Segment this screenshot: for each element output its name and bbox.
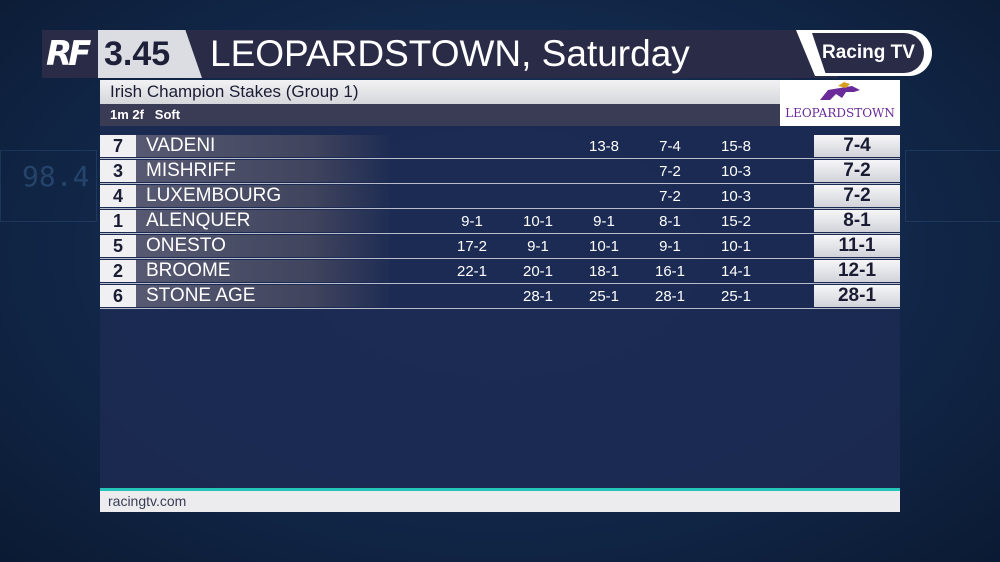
previous-price: 13-8 bbox=[588, 138, 620, 155]
previous-price bbox=[446, 284, 498, 308]
row-divider bbox=[100, 183, 900, 184]
saddle-cloth-number: 6 bbox=[100, 285, 136, 307]
saddle-cloth-number: 5 bbox=[100, 235, 136, 257]
previous-price bbox=[578, 159, 630, 183]
horse-name-background bbox=[136, 235, 390, 257]
previous-price: 10-1 bbox=[720, 238, 752, 255]
previous-price: 10-1 bbox=[588, 238, 620, 255]
race-title: LEOPARDSTOWN, Saturday bbox=[210, 33, 690, 74]
runner-row: 7 VADENI 13-8 7-4 15-8 7-4 bbox=[100, 134, 900, 158]
previous-price: 14-1 bbox=[720, 263, 752, 280]
previous-price: 17-2 bbox=[456, 238, 488, 255]
horse-name: BROOME bbox=[146, 260, 231, 281]
horse-name: ONESTO bbox=[146, 235, 226, 256]
saddle-cloth-number: 1 bbox=[100, 210, 136, 232]
conditions-bar bbox=[100, 104, 780, 126]
rf-logo: RF bbox=[46, 34, 91, 74]
footer-bar bbox=[100, 491, 900, 512]
previous-price: 16-1 bbox=[654, 263, 686, 280]
footer-accent-line bbox=[100, 488, 900, 491]
runner-row: 3 MISHRIFF 7-2 10-3 7-2 bbox=[100, 159, 900, 183]
horse-name: VADENI bbox=[146, 135, 216, 156]
previous-price: 10-3 bbox=[720, 163, 752, 180]
runner-row: 1 ALENQUER 9-1 10-1 9-1 8-1 15-2 8-1 bbox=[100, 209, 900, 233]
course-logo bbox=[780, 80, 900, 126]
previous-price: 15-8 bbox=[720, 138, 752, 155]
race-conditions: 1m 2f Soft bbox=[110, 107, 181, 122]
race-time: 3.45 bbox=[104, 35, 171, 73]
race-time-box bbox=[98, 30, 202, 78]
horse-name: MISHRIFF bbox=[146, 160, 236, 181]
current-price: 7-2 bbox=[814, 185, 900, 207]
background-decor-frame bbox=[0, 150, 97, 222]
previous-price: 7-2 bbox=[659, 188, 681, 205]
previous-price: 20-1 bbox=[522, 263, 554, 280]
current-price: 7-4 bbox=[814, 135, 900, 157]
horse-name-background bbox=[136, 285, 390, 307]
current-price: 12-1 bbox=[814, 260, 900, 282]
row-divider bbox=[100, 258, 900, 259]
saddle-cloth-number: 2 bbox=[100, 260, 136, 282]
previous-price: 10-3 bbox=[720, 188, 752, 205]
horse-name: LUXEMBOURG bbox=[146, 185, 282, 206]
previous-price bbox=[578, 184, 630, 208]
horse-name: ALENQUER bbox=[146, 210, 251, 231]
previous-price: 9-1 bbox=[659, 238, 681, 255]
previous-price: 9-1 bbox=[461, 213, 483, 230]
current-price: 28-1 bbox=[814, 285, 900, 307]
website-url: racingtv.com bbox=[108, 493, 187, 509]
horse-name-background bbox=[136, 135, 390, 157]
previous-price bbox=[512, 159, 564, 183]
previous-price: 8-1 bbox=[659, 213, 681, 230]
previous-price: 28-1 bbox=[654, 288, 686, 305]
saddle-cloth-number: 7 bbox=[100, 135, 136, 157]
previous-price: 10-1 bbox=[522, 213, 554, 230]
previous-price bbox=[446, 134, 498, 158]
runner-row: 5 ONESTO 17-2 9-1 10-1 9-1 10-1 11-1 bbox=[100, 234, 900, 258]
current-price: 8-1 bbox=[814, 210, 900, 232]
race-name-bar bbox=[100, 80, 780, 104]
previous-price: 22-1 bbox=[456, 263, 488, 280]
previous-price bbox=[512, 134, 564, 158]
horse-name: STONE AGE bbox=[146, 285, 256, 306]
previous-price: 25-1 bbox=[588, 288, 620, 305]
previous-price bbox=[446, 159, 498, 183]
background-decor-frame bbox=[905, 150, 1000, 222]
brand-logo-inner bbox=[812, 33, 924, 73]
previous-price bbox=[446, 184, 498, 208]
runner-row: 6 STONE AGE 28-1 25-1 28-1 25-1 28-1 bbox=[100, 284, 900, 308]
racing-tv-logo: Racing TV bbox=[822, 42, 915, 63]
runner-row: 4 LUXEMBOURG 7-2 10-3 7-2 bbox=[100, 184, 900, 208]
horse-name-background bbox=[136, 260, 390, 282]
race-name: Irish Champion Stakes (Group 1) bbox=[110, 82, 359, 101]
row-divider bbox=[100, 233, 900, 234]
previous-price bbox=[512, 184, 564, 208]
course-logo-text: LEOPARDSTOWN bbox=[785, 106, 895, 120]
previous-price: 9-1 bbox=[593, 213, 615, 230]
previous-price: 18-1 bbox=[588, 263, 620, 280]
previous-price: 7-2 bbox=[659, 163, 681, 180]
background-readout: 98.4 bbox=[22, 160, 90, 193]
runner-row: 2 BROOME 22-1 20-1 18-1 16-1 14-1 12-1 bbox=[100, 259, 900, 283]
row-divider bbox=[100, 208, 900, 209]
current-price: 7-2 bbox=[814, 160, 900, 182]
current-price: 11-1 bbox=[814, 235, 900, 257]
previous-price: 7-4 bbox=[659, 138, 681, 155]
previous-price: 28-1 bbox=[522, 288, 554, 305]
horse-name-background bbox=[136, 210, 390, 232]
saddle-cloth-number: 3 bbox=[100, 160, 136, 182]
horse-name-background bbox=[136, 160, 390, 182]
horse-icon bbox=[820, 82, 860, 100]
previous-price: 25-1 bbox=[720, 288, 752, 305]
previous-price: 15-2 bbox=[720, 213, 752, 230]
saddle-cloth-number: 4 bbox=[100, 185, 136, 207]
previous-price: 9-1 bbox=[527, 238, 549, 255]
row-divider bbox=[100, 158, 900, 159]
row-divider bbox=[100, 283, 900, 284]
row-divider bbox=[100, 308, 900, 309]
horse-name-background bbox=[136, 185, 390, 207]
